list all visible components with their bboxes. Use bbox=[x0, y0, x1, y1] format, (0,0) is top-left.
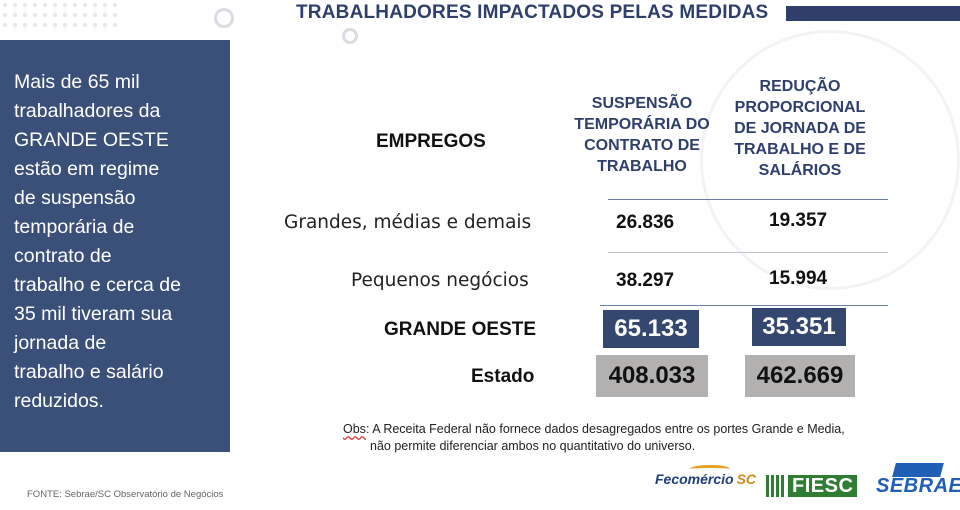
observation-note: Obs: A Receita Federal não fornece dados… bbox=[343, 421, 845, 455]
summary-line: temporária de bbox=[14, 216, 135, 238]
cell-pequenos-reducao: 15.994 bbox=[769, 268, 828, 289]
row-label-estado: Estado bbox=[471, 366, 535, 387]
summary-line: trabalhadores da bbox=[14, 100, 161, 122]
fecomercio-logo-text: Fecomércio bbox=[655, 471, 734, 487]
summary-line: de suspensão bbox=[14, 187, 136, 209]
summary-line: trabalho e cerca de bbox=[14, 274, 181, 296]
column-header-line: SALÁRIOS bbox=[758, 162, 842, 179]
cell-grandes-suspensao: 26.836 bbox=[616, 212, 675, 233]
title-accent-bar bbox=[786, 6, 960, 21]
cell-pequenos-suspensao: 38.297 bbox=[616, 270, 675, 291]
cell-grande-oeste-suspensao: 65.133 bbox=[603, 310, 699, 348]
column-header-line: SUSPENSÃO bbox=[591, 95, 693, 112]
source-note: FONTE: Sebrae/SC Observatório de Negócio… bbox=[27, 489, 224, 500]
obs-key: Obs bbox=[343, 422, 366, 436]
decorative-ring bbox=[700, 30, 960, 290]
row-label-grande-oeste: GRANDE OESTE bbox=[384, 319, 537, 340]
fecomercio-logo: Fecomércio SC bbox=[655, 471, 756, 487]
summary-line: reduzidos. bbox=[14, 390, 104, 412]
decorative-ring bbox=[214, 8, 234, 28]
fecomercio-logo-suffix: SC bbox=[736, 471, 757, 487]
summary-line: jornada de bbox=[14, 332, 107, 354]
summary-line: contrato de bbox=[14, 245, 112, 267]
cell-grandes-reducao: 19.357 bbox=[769, 210, 828, 231]
summary-line: estão em regime bbox=[14, 158, 160, 180]
cell-estado-suspensao: 408.033 bbox=[596, 355, 708, 397]
row-label-grandes: Grandes, médias e demais bbox=[284, 212, 532, 233]
cell-estado-reducao: 462.669 bbox=[745, 355, 855, 397]
table-divider bbox=[608, 252, 888, 253]
decorative-dots bbox=[0, 0, 120, 30]
cell-grande-oeste-reducao: 35.351 bbox=[752, 308, 846, 346]
sebrae-logo-text: SEBRAE bbox=[876, 475, 960, 497]
fiesc-logo-text: FIESC bbox=[788, 475, 858, 497]
column-header-suspensao: SUSPENSÃO TEMPORÁRIA DO CONTRATO DE TRAB… bbox=[563, 93, 721, 177]
page-title: TRABALHADORES IMPACTADOS PELAS MEDIDAS bbox=[296, 2, 769, 23]
row-label-pequenos: Pequenos negócios bbox=[351, 270, 529, 291]
summary-text: Mais de 65 mil trabalhadores da GRANDE O… bbox=[14, 68, 224, 416]
summary-line: Mais de 65 mil bbox=[14, 71, 140, 93]
sebrae-logo: SEBRAE bbox=[876, 463, 960, 503]
column-header-reducao: REDUÇÃO PROPORCIONAL DE JORNADA DE TRABA… bbox=[724, 76, 876, 181]
column-header-line: CONTRATO DE bbox=[584, 137, 700, 154]
column-header-line: REDUÇÃO bbox=[759, 78, 841, 95]
fecomercio-swoosh-icon bbox=[690, 465, 730, 473]
obs-line-2: não permite diferenciar ambos no quantit… bbox=[370, 439, 696, 453]
column-header-line: TEMPORÁRIA DO bbox=[574, 116, 710, 133]
obs-line-1: : A Receita Federal não fornece dados de… bbox=[365, 422, 845, 436]
table-divider bbox=[600, 305, 888, 306]
table-divider bbox=[608, 199, 888, 200]
summary-line: trabalho e salário bbox=[14, 361, 164, 383]
column-header-line: DE JORNADA DE bbox=[734, 120, 866, 137]
column-header-line: TRABALHO bbox=[597, 158, 687, 175]
summary-panel bbox=[0, 40, 230, 452]
column-header-line: TRABALHO E DE bbox=[734, 141, 866, 158]
summary-line: 35 mil tiveram sua bbox=[14, 303, 173, 325]
column-header-line: PROPORCIONAL bbox=[734, 99, 866, 116]
fiesc-logo: FIESC bbox=[766, 475, 866, 497]
summary-line: GRANDE OESTE bbox=[14, 129, 169, 151]
fiesc-mark-icon bbox=[766, 475, 786, 497]
decorative-ring bbox=[342, 28, 358, 44]
table-row-header: EMPREGOS bbox=[376, 131, 486, 152]
